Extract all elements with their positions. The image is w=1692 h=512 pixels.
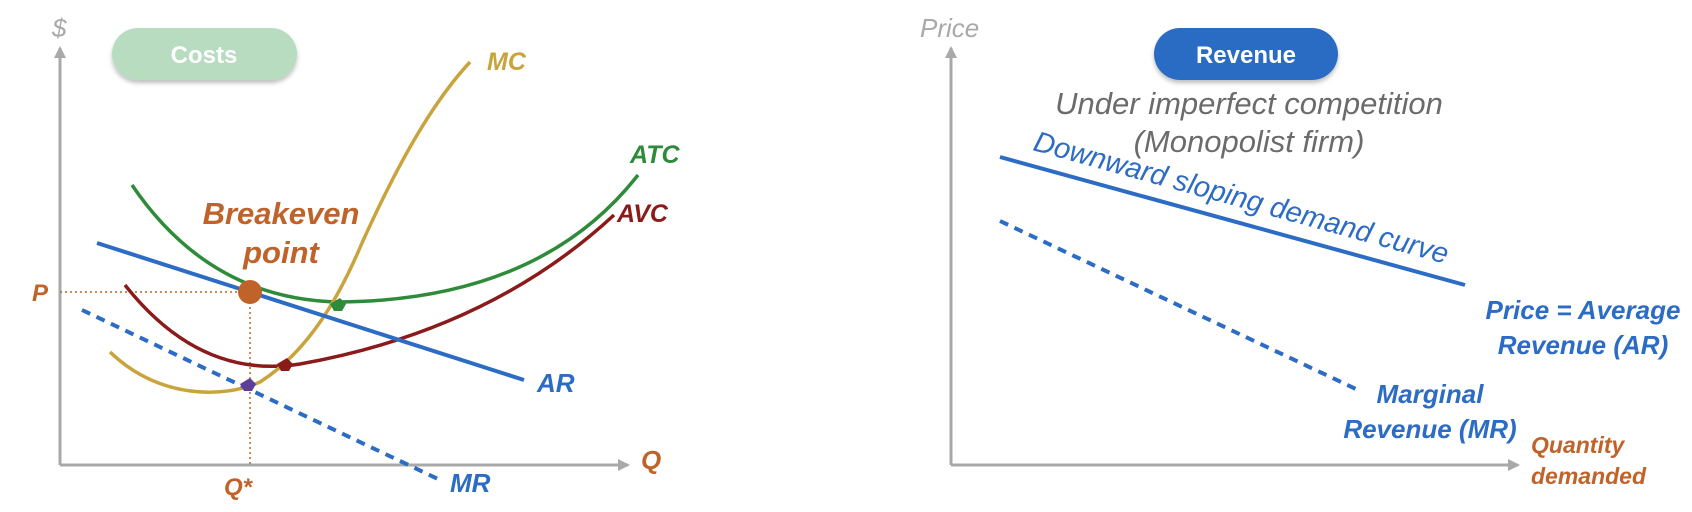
breakeven-point-marker [238,280,262,304]
quantity-label-line2: demanded [1531,463,1647,489]
mc-atc-min-marker [330,298,346,311]
ar-line [96,241,525,382]
costs-y-axis-label: $ [51,13,67,43]
mr-label: MR [450,468,491,498]
ar-label-line1: Price = Average [1486,295,1681,325]
competition-note-line2: (Monopolist firm) [1134,124,1365,159]
revenue-pill-label: Revenue [1196,42,1296,69]
ar-label: AR [536,368,575,398]
demand-ar-line [999,155,1466,287]
revenue-mr-line [999,219,1359,392]
quantity-label-line1: Quantity [1531,432,1625,458]
costs-x-axis-label: Q [641,445,661,475]
costs-pill-label: Costs [171,42,238,69]
avc-label: AVC [616,200,669,228]
mr-line [81,308,441,482]
mr-label-line1: Marginal [1377,379,1485,409]
costs-panel: $ Q Costs MC ATC AVC AR MR Breakeven [32,13,680,501]
avc-curve [123,213,616,369]
ar-label-line2: Revenue (AR) [1498,330,1668,360]
mr-label-line2: Revenue (MR) [1343,414,1516,444]
revenue-pill: Revenue [1154,28,1338,80]
costs-pill: Costs [112,28,297,80]
breakeven-label-line1: Breakeven [203,196,360,231]
atc-label: ATC [629,141,680,169]
breakeven-label-line2: point [242,235,320,270]
mc-mr-marker [240,378,256,391]
revenue-panel: Price Revenue Under imperfect competitio… [920,13,1680,489]
price-label: P [32,280,49,307]
revenue-y-axis-label: Price [920,13,979,43]
competition-note-line1: Under imperfect competition [1055,86,1443,121]
mc-avc-min-marker [277,358,293,371]
mc-label: MC [487,48,527,76]
qstar-label: Q* [224,474,254,501]
